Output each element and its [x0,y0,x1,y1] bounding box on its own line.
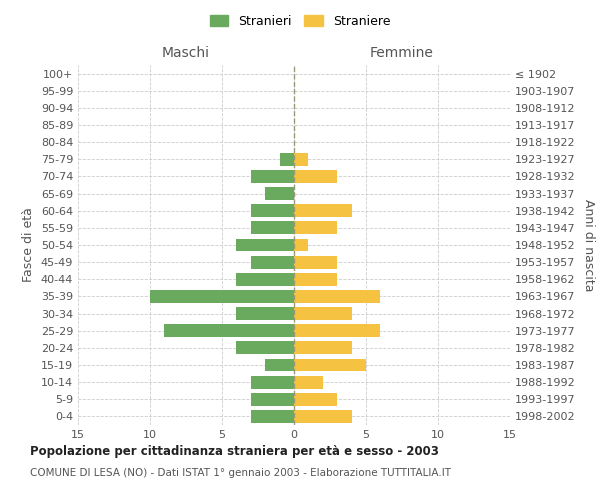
Bar [294,410,352,423]
Bar [265,187,294,200]
Y-axis label: Anni di nascita: Anni di nascita [582,198,595,291]
Bar [294,204,352,217]
Bar [251,204,294,217]
Bar [294,393,337,406]
Text: Maschi: Maschi [162,46,210,60]
Y-axis label: Fasce di età: Fasce di età [22,208,35,282]
Bar [294,256,337,268]
Bar [251,393,294,406]
Bar [294,290,380,303]
Bar [150,290,294,303]
Bar [294,273,337,285]
Bar [236,307,294,320]
Bar [164,324,294,337]
Bar [294,170,337,183]
Bar [294,376,323,388]
Bar [294,222,337,234]
Bar [294,324,380,337]
Bar [251,376,294,388]
Text: COMUNE DI LESA (NO) - Dati ISTAT 1° gennaio 2003 - Elaborazione TUTTITALIA.IT: COMUNE DI LESA (NO) - Dati ISTAT 1° genn… [30,468,451,477]
Bar [294,342,352,354]
Bar [236,342,294,354]
Bar [294,238,308,252]
Bar [294,358,366,372]
Bar [236,238,294,252]
Text: Popolazione per cittadinanza straniera per età e sesso - 2003: Popolazione per cittadinanza straniera p… [30,445,439,458]
Bar [251,256,294,268]
Bar [280,153,294,166]
Bar [251,410,294,423]
Bar [294,307,352,320]
Text: Femmine: Femmine [370,46,434,60]
Bar [251,222,294,234]
Bar [236,273,294,285]
Bar [294,153,308,166]
Bar [265,358,294,372]
Bar [251,170,294,183]
Legend: Stranieri, Straniere: Stranieri, Straniere [206,11,394,32]
